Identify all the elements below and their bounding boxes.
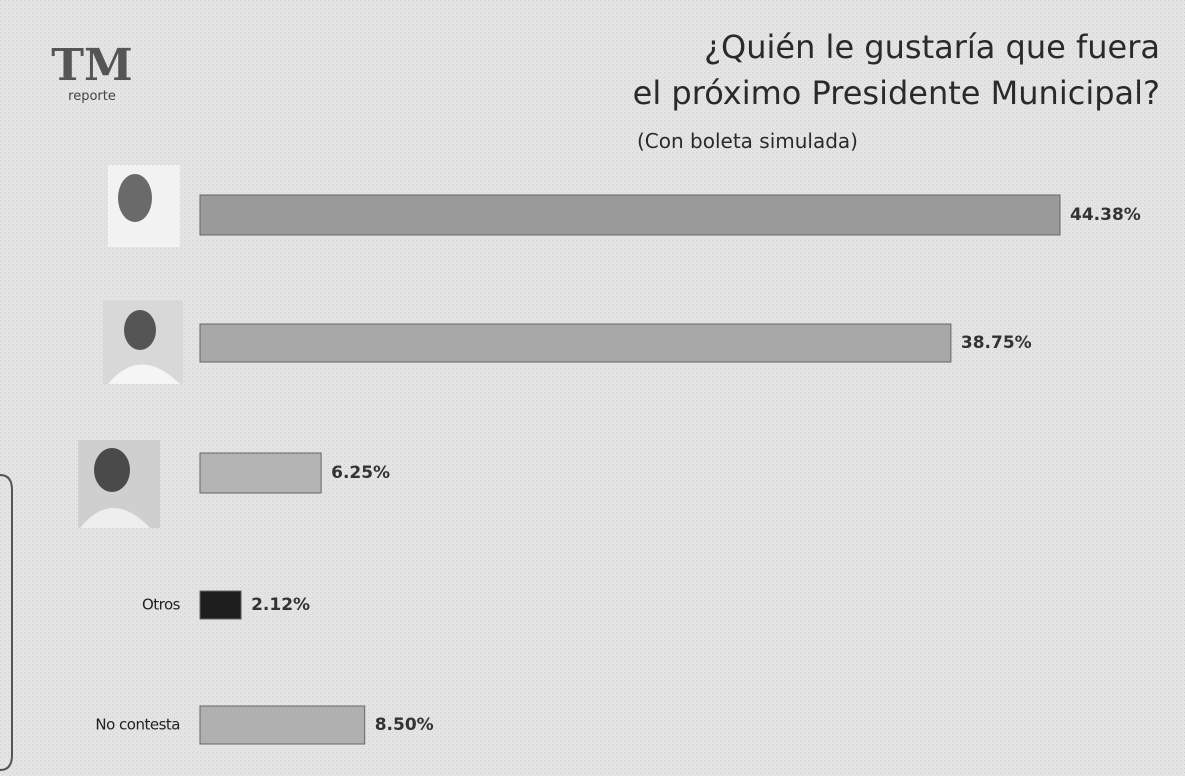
logo-subtitle: reporte xyxy=(68,89,116,104)
page: TM reporte ¿Quién le gustaría que fuerae… xyxy=(0,0,1185,776)
photo xyxy=(103,300,183,384)
value-label: 8.50% xyxy=(375,715,434,735)
bar xyxy=(200,591,241,619)
chart: TM reporte ¿Quién le gustaría que fuerae… xyxy=(0,0,1185,776)
bar xyxy=(200,706,365,744)
category-label: No contesta xyxy=(95,716,180,734)
value-label: 38.75% xyxy=(961,333,1032,353)
logo-title: TM xyxy=(51,40,132,91)
bar xyxy=(200,453,321,493)
category-label: Otros xyxy=(142,596,181,614)
bar xyxy=(200,324,951,362)
background xyxy=(0,0,1185,776)
value-label: 6.25% xyxy=(331,463,390,483)
photo xyxy=(108,165,180,247)
bar xyxy=(200,195,1060,235)
value-label: 2.12% xyxy=(251,595,310,615)
chart-subtitle: (Con boleta simulada) xyxy=(637,129,858,153)
value-label: 44.38% xyxy=(1070,205,1141,225)
photo xyxy=(78,440,160,528)
